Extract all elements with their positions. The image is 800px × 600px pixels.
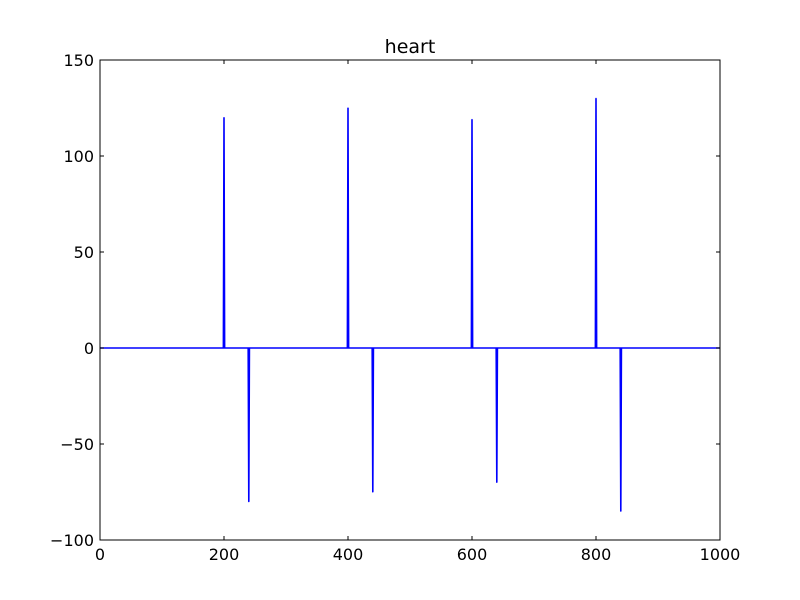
y-tick-label: −100 <box>50 531 94 550</box>
data-point-peak <box>223 117 225 119</box>
ticks-layer: 0 200 400 600 800 1000 −100 −50 0 50 100 150 <box>50 51 740 564</box>
data-point-peak <box>471 118 473 121</box>
plot-frame <box>99 59 721 541</box>
x-tick-label: 1000 <box>700 545 741 564</box>
x-tick-label: 0 <box>95 545 105 564</box>
data-point-peak <box>372 491 374 493</box>
y-tick-label: 50 <box>74 243 94 262</box>
y-tick-label: −50 <box>60 435 94 454</box>
data-point-peak <box>496 481 498 483</box>
x-tick-label: 400 <box>333 545 364 564</box>
x-tick-label: 200 <box>209 545 240 564</box>
data-point-peak <box>620 510 622 512</box>
data-point-peak <box>248 501 250 503</box>
y-tick-label: 0 <box>84 339 94 358</box>
data-point-peak <box>347 107 349 109</box>
series-line-0 <box>100 98 720 512</box>
y-tick-label: 100 <box>63 147 94 166</box>
series-layer <box>100 97 720 512</box>
chart-title: heart <box>385 36 436 58</box>
y-tick-label: 150 <box>63 51 94 70</box>
x-tick-label: 800 <box>581 545 612 564</box>
x-tick-label: 600 <box>457 545 488 564</box>
data-point-peak <box>595 97 597 99</box>
